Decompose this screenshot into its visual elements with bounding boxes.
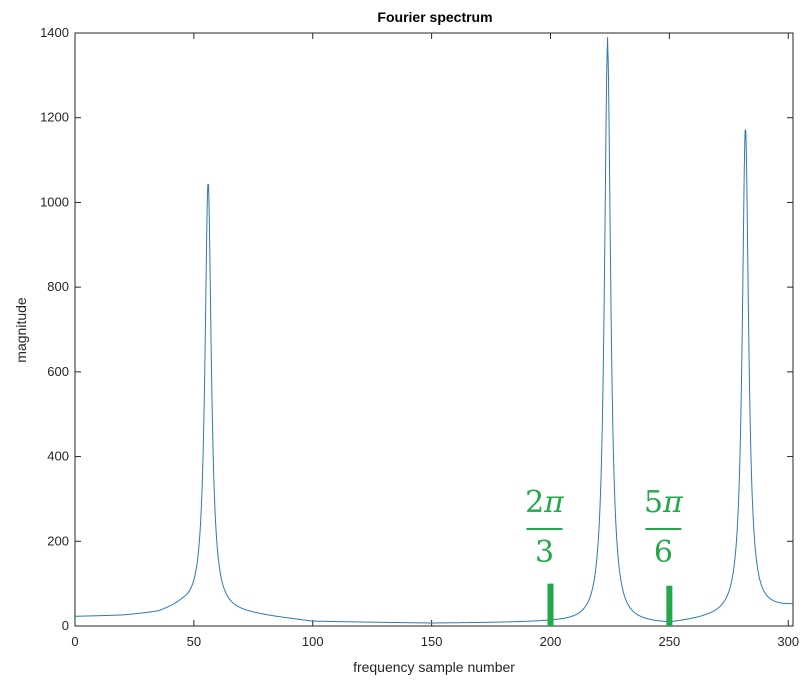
y-axis-label: magnitude	[13, 297, 29, 363]
x-tick-label: 250	[659, 634, 681, 649]
y-tick-label: 200	[47, 533, 69, 548]
y-tick-label: 1400	[40, 25, 69, 40]
x-tick-label: 50	[187, 634, 201, 649]
y-tick-label: 400	[47, 449, 69, 464]
x-tick-label: 300	[777, 634, 799, 649]
y-tick-label: 0	[62, 618, 69, 633]
fraction-annotation: 2π3	[525, 485, 565, 626]
fraction-denominator: 6	[654, 535, 673, 570]
fraction-annotation: 5π6	[644, 485, 684, 626]
fraction-denominator: 3	[535, 535, 554, 570]
y-tick-label: 800	[47, 279, 69, 294]
x-tick-label: 150	[421, 634, 443, 649]
y-tick-label: 1000	[40, 194, 69, 209]
x-tick-label: 0	[71, 634, 78, 649]
x-tick-label: 100	[302, 634, 324, 649]
plot-area	[74, 32, 794, 627]
y-tick-label: 600	[47, 364, 69, 379]
fraction-numerator: 5π	[644, 485, 684, 520]
fraction-numerator: 2π	[525, 485, 565, 520]
x-axis-label: frequency sample number	[353, 659, 515, 675]
chart-title: Fourier spectrum	[377, 9, 492, 25]
x-tick-label: 200	[540, 634, 562, 649]
spectrum-line	[74, 37, 793, 624]
y-tick-label: 1200	[40, 110, 69, 125]
